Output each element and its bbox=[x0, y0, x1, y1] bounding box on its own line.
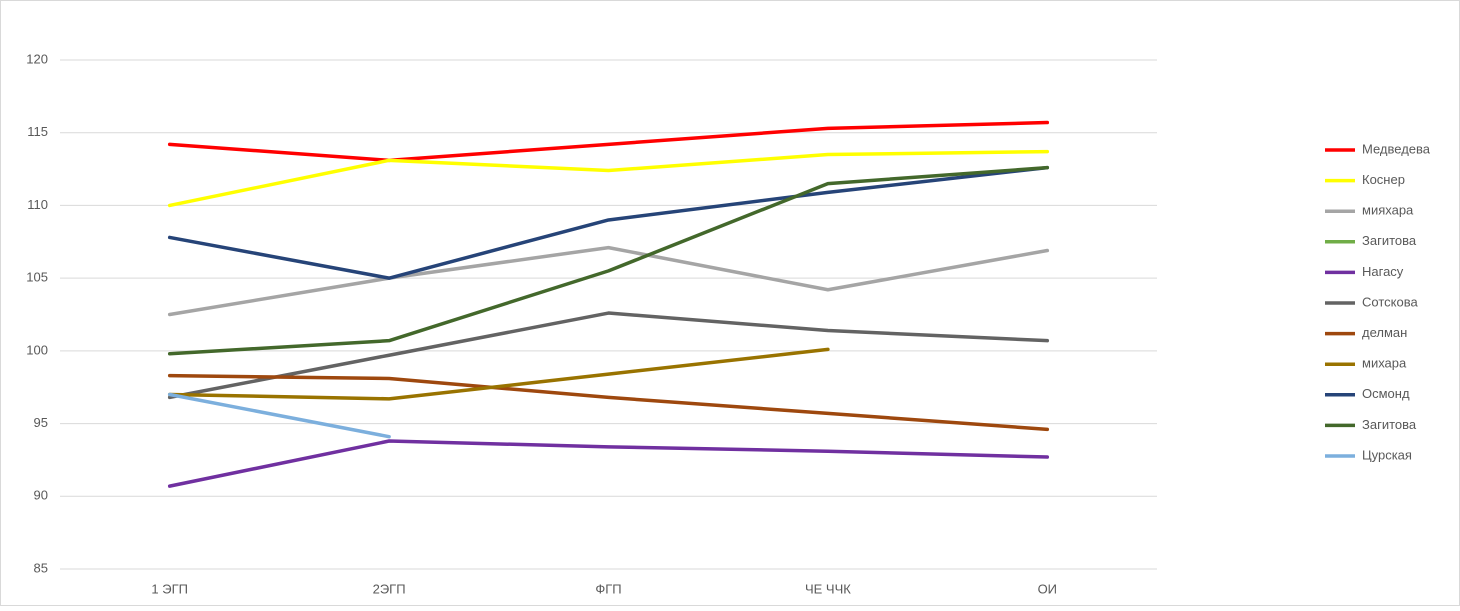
x-tick-label: 2ЭГП bbox=[373, 581, 406, 596]
y-tick-label: 105 bbox=[26, 270, 48, 285]
x-tick-label: ФГП bbox=[595, 581, 621, 596]
legend-label: Коснер bbox=[1362, 172, 1405, 187]
legend-label: Загитова bbox=[1362, 417, 1417, 432]
series-line bbox=[167, 311, 1050, 400]
legend-label: Осмонд bbox=[1362, 386, 1410, 401]
legend-label: мияхара bbox=[1362, 203, 1414, 218]
series-line bbox=[167, 392, 391, 439]
legend-label: Нагасу bbox=[1362, 264, 1404, 279]
legend-label: Сотскова bbox=[1362, 294, 1418, 309]
legend-label: делман bbox=[1362, 325, 1407, 340]
y-tick-label: 115 bbox=[27, 124, 48, 139]
legend-label: Медведева bbox=[1362, 141, 1431, 156]
y-tick-label: 85 bbox=[34, 560, 48, 575]
y-tick-label: 110 bbox=[27, 197, 48, 212]
x-tick-label: ЧЕ ЧЧК bbox=[805, 581, 851, 596]
legend-label: Цурская bbox=[1362, 447, 1412, 462]
series-line bbox=[167, 149, 1050, 208]
series-line bbox=[167, 245, 1050, 317]
series-line bbox=[167, 439, 1050, 488]
series-line bbox=[167, 373, 1050, 432]
y-tick-label: 100 bbox=[26, 342, 48, 357]
y-tick-label: 95 bbox=[34, 415, 48, 430]
series-line bbox=[167, 120, 1050, 163]
series-line bbox=[167, 165, 1050, 280]
series-line bbox=[167, 165, 1050, 356]
series-line bbox=[167, 347, 830, 401]
y-tick-label: 120 bbox=[26, 51, 48, 66]
legend-label: михара bbox=[1362, 356, 1407, 371]
legend-label: Загитова bbox=[1362, 233, 1417, 248]
x-tick-label: 1 ЭГП bbox=[151, 581, 188, 596]
x-tick-label: ОИ bbox=[1038, 581, 1057, 596]
y-tick-label: 90 bbox=[34, 488, 48, 503]
